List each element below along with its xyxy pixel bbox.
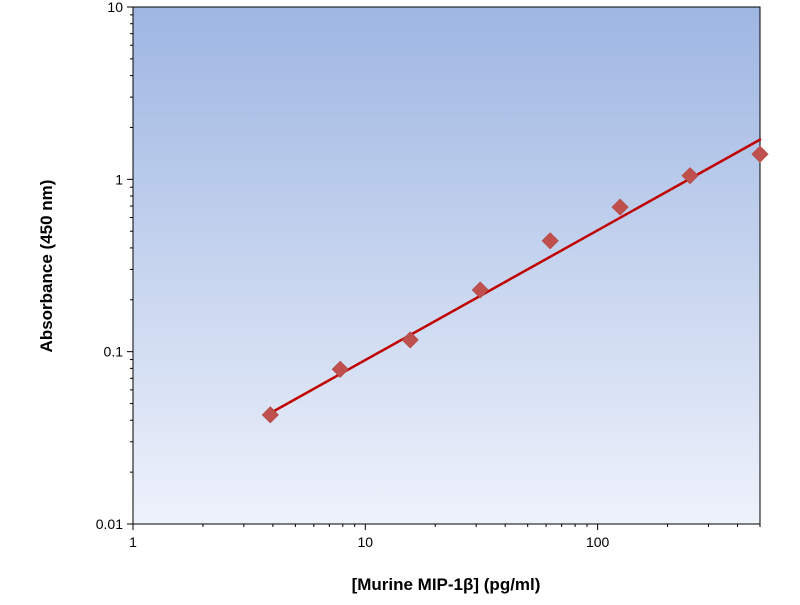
x-axis-title: [Murine MIP-1β] (pg/ml): [352, 575, 541, 594]
data-point: [611, 198, 629, 216]
y-tick-label: 0.1: [104, 344, 124, 360]
y-tick-label: 1: [115, 171, 123, 187]
data-point: [331, 360, 349, 378]
data-point: [541, 232, 559, 250]
x-axis-ticks: 1 10 100: [129, 524, 761, 550]
x-tick-label: 100: [586, 534, 610, 550]
data-point: [681, 167, 699, 185]
y-axis-title: Absorbance (450 nm): [37, 180, 56, 353]
y-tick-label: 0.01: [96, 516, 123, 532]
y-axis-ticks: 0.01 0.1 1 10: [96, 0, 133, 532]
data-point: [261, 406, 279, 424]
data-point: [401, 331, 419, 349]
data-points-layer: [261, 145, 769, 424]
fit-line-layer: [269, 138, 762, 415]
fit-line: [269, 138, 762, 415]
y-tick-label: 10: [107, 0, 123, 15]
data-point: [471, 281, 489, 299]
data-point: [751, 145, 769, 163]
x-tick-label: 1: [129, 534, 137, 550]
plot-area: [132, 6, 761, 525]
x-tick-label: 10: [358, 534, 374, 550]
